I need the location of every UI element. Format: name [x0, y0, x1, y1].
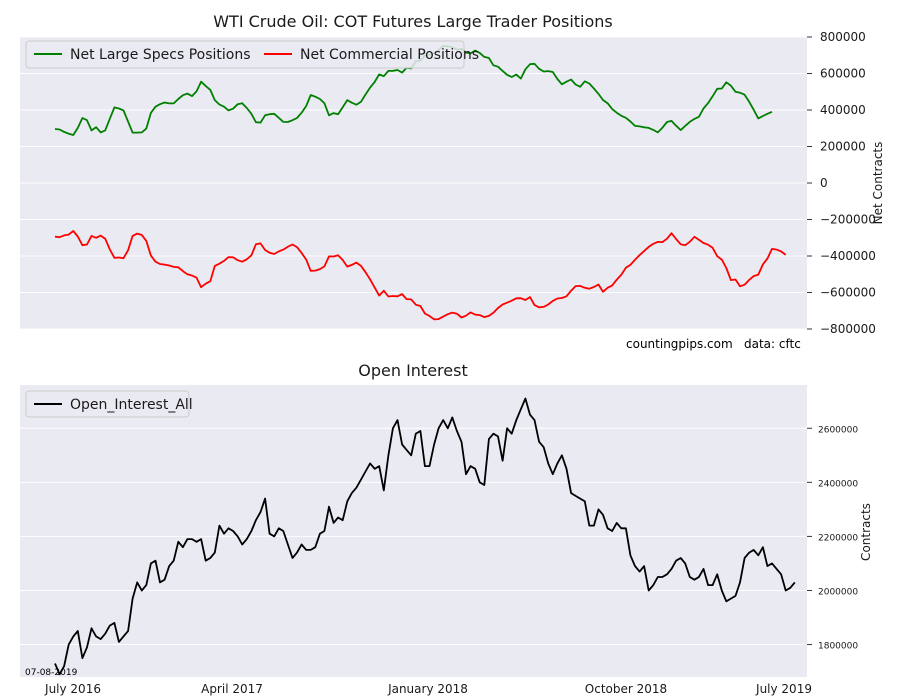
top-y-axis: 800000 600000 400000 200000 0 −200000 −400000 −… — [807, 30, 876, 336]
x-tick-label: July 2016 — [44, 682, 101, 696]
legend-label-commercial: Net Commercial Positions — [300, 47, 479, 63]
top-y-tick-label: 400000 — [820, 103, 866, 117]
top-y-tick-label: −800000 — [820, 322, 876, 336]
x-tick-label: July 2019 — [755, 682, 812, 696]
bottom-x-axis: July 2016 April 2017 January 2018 October 2… — [44, 682, 812, 696]
bottom-y-axis-label: Contracts — [859, 503, 873, 561]
bottom-y-tick-label: 2200000 — [818, 533, 858, 543]
bottom-y-tick-label: 2400000 — [818, 479, 858, 489]
top-y-tick-label: 600000 — [820, 67, 866, 81]
top-chart: 800000 600000 400000 200000 0 −200000 −400000 −… — [20, 30, 885, 351]
bottom-y-tick-label: 2000000 — [818, 587, 858, 597]
top-chart-title: WTI Crude Oil: COT Futures Large Trader … — [213, 12, 613, 31]
bottom-y-axis: 1800000 2000000 2200000 2400000 2600000 — [807, 425, 858, 651]
data-source: data: cftc — [744, 337, 801, 351]
top-legend: Net Large Specs Positions Net Commercial… — [26, 41, 479, 68]
top-y-tick-label: −200000 — [820, 213, 876, 227]
top-y-tick-label: 800000 — [820, 30, 866, 44]
top-y-tick-label: −600000 — [820, 286, 876, 300]
top-y-tick-label: 0 — [820, 176, 828, 190]
bottom-plot-area — [20, 385, 807, 677]
x-tick-label: October 2018 — [585, 682, 667, 696]
x-tick-label: January 2018 — [387, 682, 468, 696]
bottom-chart: 1800000 2000000 2200000 2400000 2600000 July… — [20, 385, 873, 696]
top-y-tick-label: −400000 — [820, 249, 876, 263]
bottom-chart-title: Open Interest — [358, 361, 467, 380]
top-y-axis-label: Net Contracts — [871, 142, 885, 225]
date-stamp: 07-08-2019 — [25, 668, 78, 678]
legend-label-open-interest: Open_Interest_All — [70, 397, 193, 413]
legend-label-specs: Net Large Specs Positions — [70, 47, 251, 63]
bottom-y-tick-label: 2600000 — [818, 425, 858, 435]
bottom-y-tick-label: 1800000 — [818, 642, 858, 652]
site-credit: countingpips.com — [626, 337, 733, 351]
bottom-legend: Open_Interest_All — [26, 391, 193, 417]
x-tick-label: April 2017 — [201, 682, 263, 696]
top-y-tick-label: 200000 — [820, 140, 866, 154]
